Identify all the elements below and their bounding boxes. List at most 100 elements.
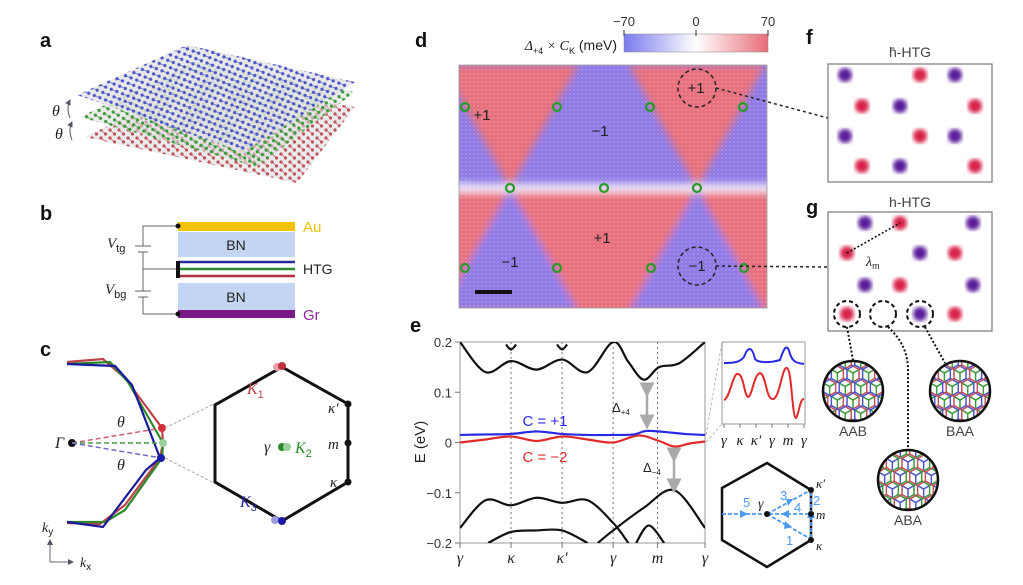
purple-density-dot bbox=[913, 307, 927, 321]
stacking-inset-baa-border bbox=[928, 359, 992, 423]
circuit-wires bbox=[135, 225, 178, 315]
stacking-inset-aab bbox=[823, 361, 883, 421]
panel-g: g h-HTG λm AAB ABA BAA bbox=[806, 194, 993, 528]
y-axis-label: E (eV) bbox=[412, 421, 429, 464]
delta-minus-label: Δ−4 bbox=[643, 460, 661, 477]
colorbar-title: Δ+4 × CK (meV) bbox=[524, 37, 617, 56]
panel-a-label: a bbox=[40, 30, 52, 52]
red-density-dot bbox=[855, 159, 869, 173]
x-tick-label: κ′ bbox=[556, 550, 568, 567]
purple-density-dot bbox=[893, 159, 907, 173]
delta-plus-label: Δ+4 bbox=[612, 400, 630, 417]
inset-x-ticks: γ κ κ′ γ m γ bbox=[721, 424, 808, 449]
path-label: 4 bbox=[794, 500, 801, 515]
bz-kappa-label: κ bbox=[816, 538, 823, 553]
aaa-site-marker bbox=[598, 182, 610, 194]
x-tick-label: κ bbox=[507, 550, 515, 567]
gap-chern-map bbox=[459, 65, 767, 308]
purple-density-dot bbox=[858, 278, 872, 292]
red-density-dot bbox=[855, 99, 869, 113]
purple-density-dot bbox=[858, 216, 872, 230]
panel-e: e E (eV) γ κ κ′ γ m γ0.20.10−0.1−0.2 C = +1 C… bbox=[410, 315, 825, 569]
purple-density-dot bbox=[948, 68, 962, 82]
zoom-inset bbox=[721, 341, 806, 425]
purple-density-dot bbox=[838, 68, 852, 82]
x-tick-label: γ bbox=[610, 550, 617, 567]
purple-density-dot bbox=[948, 129, 962, 143]
band-line bbox=[597, 488, 705, 543]
stacking-label-aab: AAB bbox=[839, 423, 867, 439]
theta-label: θ bbox=[55, 126, 63, 143]
g-density-dots bbox=[840, 216, 980, 321]
gr-label: Gr bbox=[303, 307, 320, 324]
colorbar-tick: 0 bbox=[692, 14, 699, 29]
y-tick-label: −0.1 bbox=[426, 486, 452, 501]
stacking-label-aba: ABA bbox=[894, 512, 923, 528]
inset-tick-label: κ′ bbox=[751, 433, 762, 449]
purple-density-dot bbox=[893, 99, 907, 113]
graphene-layer-top-blue bbox=[77, 45, 355, 152]
panel-b: b BN BN Au HTG Gr Vtg Vbg bbox=[40, 203, 333, 324]
stacking-inset-aba bbox=[878, 450, 938, 510]
colorbar-tick: 70 bbox=[761, 14, 775, 29]
panel-g-label: g bbox=[806, 197, 818, 219]
twist-arrow-icon bbox=[67, 121, 73, 141]
kx-label: kx bbox=[80, 556, 91, 573]
ky-label: ky bbox=[42, 521, 53, 538]
aaa-site-marker bbox=[459, 262, 471, 274]
band-line bbox=[460, 342, 705, 381]
band-line bbox=[487, 528, 589, 543]
aaa-site-marker bbox=[459, 101, 471, 113]
stacking-label-baa: BAA bbox=[946, 423, 975, 439]
panel-d: d Δ+4 × CK (meV) −70 0 70 +1 −1 +1 +1 −1 bbox=[415, 14, 829, 309]
purple-density-dot bbox=[838, 129, 852, 143]
path-label: 2 bbox=[813, 493, 820, 508]
bz-gamma-label: γ bbox=[758, 497, 764, 512]
red-density-dot bbox=[948, 246, 962, 260]
panel-b-label: b bbox=[40, 203, 52, 225]
bn-top-label: BN bbox=[226, 237, 245, 253]
colorbar bbox=[623, 33, 769, 53]
panel-g-title: h-HTG bbox=[889, 194, 931, 210]
inset-c-minus-band bbox=[723, 366, 805, 420]
bz-kappa-prime-label: κ′ bbox=[816, 476, 825, 491]
inset-c-plus-band bbox=[723, 346, 805, 365]
panel-c: c Γ θ θ K1 K2 K3 γ κ′ m κ ky kx bbox=[40, 339, 352, 573]
aaa-site-marker bbox=[504, 182, 516, 194]
inset-tick-label: γ bbox=[801, 433, 808, 449]
y-tick-label: 0.1 bbox=[434, 385, 452, 400]
chern-label: +1 bbox=[593, 230, 610, 247]
vtg-label: Vtg bbox=[107, 236, 125, 255]
band-line bbox=[635, 524, 666, 543]
x-tick-label: γ bbox=[457, 550, 464, 567]
aaa-site-marker bbox=[737, 101, 749, 113]
panel-a: a θ θ bbox=[40, 30, 355, 183]
path-label: 5 bbox=[743, 495, 750, 510]
red-density-dot bbox=[968, 159, 982, 173]
aaa-site-marker bbox=[645, 262, 657, 274]
path-label: 3 bbox=[780, 488, 787, 503]
purple-density-dot bbox=[966, 278, 980, 292]
chern-label: −1 bbox=[688, 258, 705, 275]
inset-tick-label: γ bbox=[769, 433, 776, 449]
stacking-insets bbox=[821, 359, 992, 512]
inset-tick-label: κ bbox=[736, 433, 744, 449]
panel-f-title: h̄-HTG bbox=[889, 44, 931, 60]
red-density-dot bbox=[913, 68, 927, 82]
purple-density-dot bbox=[913, 246, 927, 260]
stacking-inset-aab-border bbox=[821, 359, 885, 423]
band-c-minus-2 bbox=[460, 434, 705, 448]
x-tick-label: m bbox=[652, 550, 664, 567]
m-label: m bbox=[328, 437, 339, 453]
red-density-dot bbox=[913, 129, 927, 143]
y-tick-label: −0.2 bbox=[426, 536, 452, 551]
k1-label: K1 bbox=[246, 381, 264, 401]
theta-label: θ bbox=[117, 457, 125, 474]
chern-label: −1 bbox=[591, 123, 608, 140]
band-structure bbox=[460, 342, 705, 543]
colorbar-tick: −70 bbox=[613, 14, 635, 29]
chern-label: −1 bbox=[501, 254, 518, 271]
scale-bar bbox=[475, 290, 512, 294]
chern-label: +1 bbox=[687, 80, 704, 97]
